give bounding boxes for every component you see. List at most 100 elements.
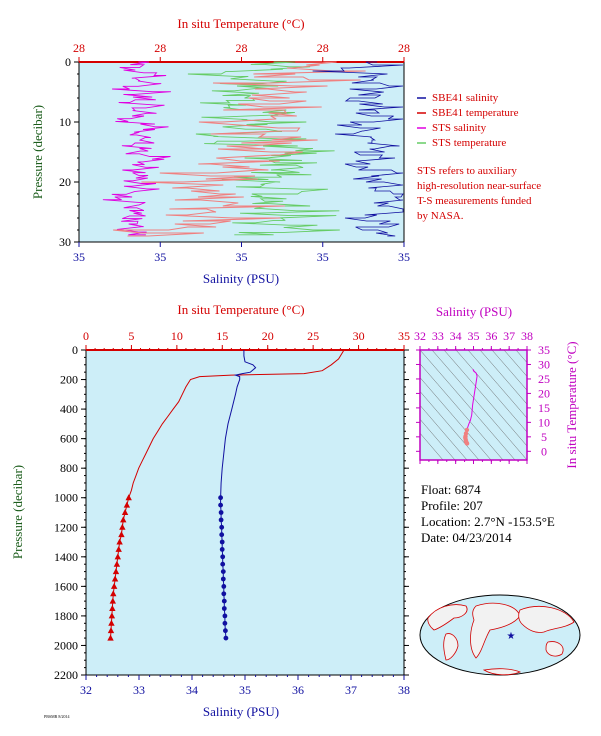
ts-right-tick-label-15: 15: [538, 401, 550, 415]
near-surface-ticks: 0 10 20 30 28 28 28 28 28 35 35 35 35 35: [59, 41, 410, 264]
ns-top-tick-label-1: 28: [154, 41, 166, 55]
ns-bottom-tick-label-1: 35: [154, 250, 166, 264]
ts-right-tick-label-5: 5: [541, 430, 547, 444]
salinity-point: [223, 635, 229, 641]
fp-ytick-label-200: 200: [60, 373, 78, 387]
full-profile-plot-area: [85, 349, 405, 676]
temperature-point: [118, 531, 125, 538]
fp-top-tick-label-0: 0: [83, 329, 89, 343]
fp-top-tick-label-10: 10: [171, 329, 183, 343]
ns-top-tick-label-4: 28: [398, 41, 410, 55]
temperature-point: [109, 597, 117, 604]
salinity-point: [219, 532, 225, 538]
sbe41-temperature-trace: [113, 61, 366, 237]
salinity-point: [219, 524, 225, 530]
full-profile-panel: 0200400600800100012001400160018002000220…: [10, 302, 410, 719]
salinity-point: [221, 591, 227, 597]
ts-point: [464, 441, 470, 446]
legend-sbe41-salinity: SBE41 salinity: [432, 92, 499, 104]
ts-plot-area: [419, 349, 528, 461]
ts-top-axis-label: Salinity (PSU): [436, 304, 512, 319]
near-surface-top-axis-label: In situ Temperature (°C): [177, 16, 304, 31]
temperature-point: [120, 516, 127, 523]
fp-top-tick-label-35: 35: [398, 329, 410, 343]
sts-note: STS refers to auxiliary high-resolution …: [417, 165, 541, 222]
ts-points: [463, 368, 478, 446]
fp-bottom-tick-label-32: 32: [80, 683, 92, 697]
salinity-point: [221, 606, 227, 611]
temperature-point: [110, 590, 117, 597]
ns-top-tick-label-2: 28: [236, 41, 248, 55]
near-surface-panel: 0 10 20 30 28 28 28 28 28 35 35 35 35 35 In situ Temp…: [30, 16, 541, 286]
full-profile-top-axis-label: In situ Temperature (°C): [177, 302, 304, 317]
temperature-point: [121, 509, 129, 515]
temperature-point: [123, 501, 131, 508]
temperature-point: [125, 494, 132, 501]
fp-ytick-label-2000: 2000: [54, 638, 78, 652]
fp-top-tick-label-15: 15: [216, 329, 228, 343]
fp-top-tick-label-5: 5: [128, 329, 134, 343]
fp-ytick-label-1200: 1200: [54, 520, 78, 534]
salinity-point: [221, 598, 227, 604]
fp-ytick-label-1600: 1600: [54, 579, 78, 593]
ts-right-tick-label-30: 30: [538, 357, 550, 371]
temperature-point: [107, 627, 115, 634]
salinity-point: [220, 576, 226, 582]
ns-ytick-label-0: 0: [65, 55, 71, 69]
ns-bottom-tick-label-2: 35: [236, 250, 248, 264]
fp-bottom-tick-label-34: 34: [186, 683, 198, 697]
salinity-point: [220, 569, 226, 574]
temperature-point: [107, 634, 114, 641]
ts-top-tick-label-32: 32: [414, 329, 426, 343]
profile-number: Profile: 207: [421, 498, 483, 513]
ns-ytick-label-10: 10: [59, 115, 71, 129]
ts-top-tick-label-38: 38: [521, 329, 533, 343]
temperature-point: [112, 568, 120, 575]
near-surface-bottom-axis-label: Salinity (PSU): [203, 271, 279, 286]
ts-right-tick-label-10: 10: [538, 415, 550, 429]
ts-top-tick-label-35: 35: [468, 329, 480, 343]
profile-date: Date: 04/23/2014: [421, 530, 512, 545]
fp-ytick-label-800: 800: [60, 461, 78, 475]
ts-point: [464, 427, 470, 433]
ns-bottom-tick-label-3: 35: [317, 250, 329, 264]
sts-salinity-trace: [102, 61, 171, 236]
temperature-point: [110, 582, 118, 589]
float-info: Float: 6874 Profile: 207 Location: 2.7°N…: [421, 482, 555, 546]
full-profile-ticks: 0200400600800100012001400160018002000220…: [54, 329, 410, 697]
temperature-point: [111, 575, 119, 582]
salinity-point: [218, 517, 224, 523]
salinity-point: [218, 502, 224, 508]
salinity-point: [222, 620, 228, 626]
fp-top-tick-label-20: 20: [262, 329, 274, 343]
near-surface-traces: [102, 61, 404, 237]
fp-bottom-tick-label-35: 35: [239, 683, 251, 697]
sbe41-salinity-trace: [312, 61, 404, 237]
full-profile-traces: [107, 349, 345, 641]
temperature-point: [108, 619, 115, 626]
ts-right-axis-label: In situ Temperature (°C): [564, 341, 579, 468]
temperature-point: [115, 545, 122, 552]
temperature-point: [109, 605, 116, 612]
full-profile-bottom-axis-label: Salinity (PSU): [203, 704, 279, 719]
fp-bottom-tick-label-36: 36: [292, 683, 304, 697]
ts-right-tick-label-25: 25: [538, 372, 550, 386]
sts-note-line-3: T-S measurements funded: [417, 195, 532, 207]
ts-right-tick-label-20: 20: [538, 386, 550, 400]
float-id: Float: 6874: [421, 482, 481, 497]
fp-ytick-label-1800: 1800: [54, 609, 78, 623]
near-surface-y-axis-label: Pressure (decibar): [30, 105, 45, 199]
temperature-point: [113, 560, 121, 567]
world-map-icon: [419, 594, 581, 676]
ts-density-contours: [420, 350, 527, 460]
fp-ytick-label-1000: 1000: [54, 491, 78, 505]
salinity-point: [219, 539, 225, 545]
ts-right-tick-label-0: 0: [541, 444, 547, 458]
fp-bottom-tick-label-38: 38: [398, 683, 410, 697]
salinity-point: [223, 628, 228, 634]
ts-right-tick-label-35: 35: [538, 343, 550, 357]
legend-sts-salinity: STS salinity: [432, 122, 487, 134]
sts-note-line-4: by NASA.: [417, 210, 464, 222]
